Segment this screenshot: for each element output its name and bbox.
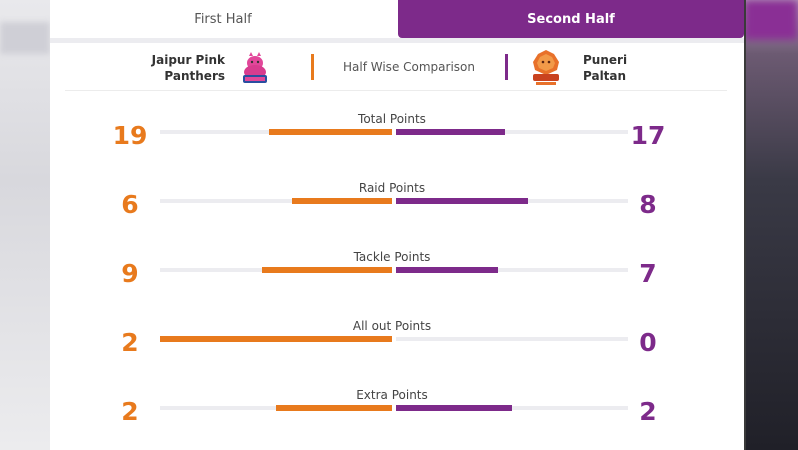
stat-bar-track-left bbox=[160, 405, 392, 411]
stat-label: All out Points bbox=[352, 319, 432, 333]
stat-label: Total Points bbox=[358, 112, 426, 126]
stat-bar-track-left bbox=[160, 129, 392, 135]
stat-row-all-out-points: All out Points 2 0 bbox=[50, 319, 744, 369]
stat-bar-fill-right bbox=[396, 198, 529, 204]
team-left-name-line2: Panthers bbox=[164, 69, 225, 83]
team-right-name-line2: Paltan bbox=[583, 69, 627, 83]
stat-bar-track-right bbox=[396, 337, 628, 341]
team-left-name: Jaipur Pink Panthers bbox=[125, 52, 225, 84]
tab-second-half[interactable]: Second Half bbox=[398, 0, 744, 38]
stat-value-right: 8 bbox=[639, 190, 657, 219]
stat-bar-fill-right bbox=[396, 129, 506, 135]
stat-value-left: 6 bbox=[121, 190, 139, 219]
tab-divider bbox=[50, 38, 744, 43]
stat-row-raid-points: Raid Points 6 8 bbox=[50, 181, 744, 231]
stat-label: Tackle Points bbox=[353, 250, 431, 264]
stat-value-left: 9 bbox=[121, 259, 139, 288]
stat-value-left: 19 bbox=[112, 121, 148, 150]
stat-row-extra-points: Extra Points 2 2 bbox=[50, 388, 744, 438]
background-left-blur bbox=[0, 0, 50, 450]
stat-bar-fill-left bbox=[276, 405, 392, 411]
tab-first-half[interactable]: First Half bbox=[194, 11, 252, 27]
stat-bar-fill-right bbox=[396, 405, 512, 411]
team-right-name: Puneri Paltan bbox=[583, 52, 683, 84]
stat-value-left: 2 bbox=[121, 328, 139, 357]
stat-bar-track-left bbox=[160, 198, 392, 204]
stat-bar-fill-left bbox=[269, 129, 392, 135]
match-header: Jaipur Pink Panthers Half Wise Compariso… bbox=[65, 45, 727, 91]
stat-bar-track-right bbox=[396, 198, 628, 204]
stat-label: Extra Points bbox=[356, 388, 428, 402]
stat-value-right: 0 bbox=[639, 328, 657, 357]
comparison-label: Half Wise Comparison bbox=[343, 60, 475, 74]
stat-bar-fill-left bbox=[262, 267, 392, 273]
stat-value-right: 17 bbox=[630, 121, 666, 150]
stat-bar-fill-left bbox=[160, 336, 392, 342]
stat-value-left: 2 bbox=[121, 397, 139, 426]
puneri-paltan-logo-icon bbox=[528, 48, 564, 86]
stat-bar-track-right bbox=[396, 267, 628, 273]
stat-row-total-points: Total Points 19 17 bbox=[50, 112, 744, 162]
stat-value-right: 2 bbox=[639, 397, 657, 426]
team-right-name-line1: Puneri bbox=[583, 53, 628, 67]
team-left-divider bbox=[311, 54, 314, 80]
stat-row-tackle-points: Tackle Points 9 7 bbox=[50, 250, 744, 300]
half-comparison-card: First Half Second Half Jaipur Pink Panth… bbox=[50, 0, 746, 450]
stat-bar-track-right bbox=[396, 405, 628, 411]
stat-label: Raid Points bbox=[358, 181, 426, 195]
team-right-divider bbox=[505, 54, 508, 80]
stat-bar-fill-right bbox=[396, 267, 499, 273]
stat-value-right: 7 bbox=[639, 259, 657, 288]
half-tabs: First Half Second Half bbox=[50, 0, 744, 38]
team-left-name-line1: Jaipur Pink bbox=[151, 53, 225, 67]
jaipur-pink-panthers-logo-icon bbox=[237, 50, 273, 86]
stat-bar-track-left bbox=[160, 336, 392, 342]
background-right-blur bbox=[744, 0, 798, 450]
stat-bar-track-left bbox=[160, 267, 392, 273]
stat-bar-fill-left bbox=[292, 198, 392, 204]
stat-bar-track-right bbox=[396, 129, 628, 135]
